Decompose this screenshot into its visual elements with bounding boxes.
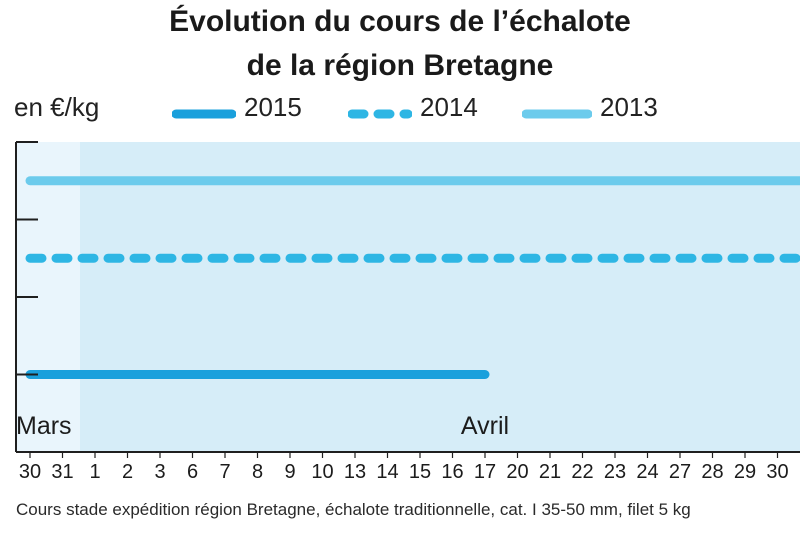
- x-tick-label: 8: [252, 461, 263, 483]
- x-tick-label: 7: [219, 461, 230, 483]
- x-tick-label: 13: [344, 461, 366, 483]
- chart-title-line-2: de la région Bretagne: [246, 49, 554, 82]
- legend-label-2013: 2013: [600, 92, 658, 122]
- x-tick-label: 17: [474, 461, 496, 483]
- y-axis-unit-label: en €/kg: [14, 92, 100, 122]
- axis-layer: [15, 141, 800, 458]
- chart-title-line-1: Évolution du cours de l’échalote: [169, 5, 631, 38]
- x-tick-label: 9: [284, 461, 295, 483]
- legend-swatch-2015: [172, 109, 236, 119]
- plot-background: [16, 142, 800, 452]
- x-tick-label: 1: [89, 461, 100, 483]
- x-tick-label: 21: [539, 461, 561, 483]
- legend-item-2013: 2013: [522, 92, 672, 126]
- x-tick-label: 30: [19, 461, 41, 483]
- source-note: Cours stade expédition région Bretagne, …: [16, 500, 691, 519]
- x-tick-label: 16: [441, 461, 463, 483]
- series-layer: [25, 176, 800, 379]
- x-tick-label: 15: [409, 461, 431, 483]
- legend-item-2014: 2014: [348, 92, 498, 126]
- x-tick-label: 31: [51, 461, 73, 483]
- month-label-avril: Avril: [461, 412, 509, 440]
- x-tick-label-layer: 30 31 1 2 3 6 7 8 9 10 13 14 15 16 17 20 21 22 23 24 27 28 29 3…: [19, 461, 789, 483]
- legend-swatch-2013: [522, 109, 592, 119]
- x-tick-label: 27: [669, 461, 691, 483]
- x-tick-label: 28: [701, 461, 723, 483]
- x-tick-label: 14: [376, 461, 398, 483]
- x-tick-label: 22: [571, 461, 593, 483]
- x-tick-label: 20: [506, 461, 528, 483]
- x-tick-label: 3: [154, 461, 165, 483]
- month-label-layer: Mars Avril: [16, 412, 509, 440]
- month-label-mars: Mars: [16, 412, 72, 440]
- x-tick-label: 6: [187, 461, 198, 483]
- chart-title: Évolution du cours de l’échalote de la r…: [0, 0, 800, 88]
- x-tick-label: 23: [604, 461, 626, 483]
- legend-item-2015: 2015: [172, 92, 312, 126]
- x-tick-label: 2: [122, 461, 133, 483]
- legend-label-2015: 2015: [244, 92, 302, 122]
- x-tick-label: 29: [734, 461, 756, 483]
- legend-swatch-2014: [348, 109, 412, 119]
- x-tick-label: 24: [636, 461, 658, 483]
- x-tick-label: 10: [311, 461, 333, 483]
- x-tick-label: 30: [766, 461, 788, 483]
- legend-label-2014: 2014: [420, 92, 478, 122]
